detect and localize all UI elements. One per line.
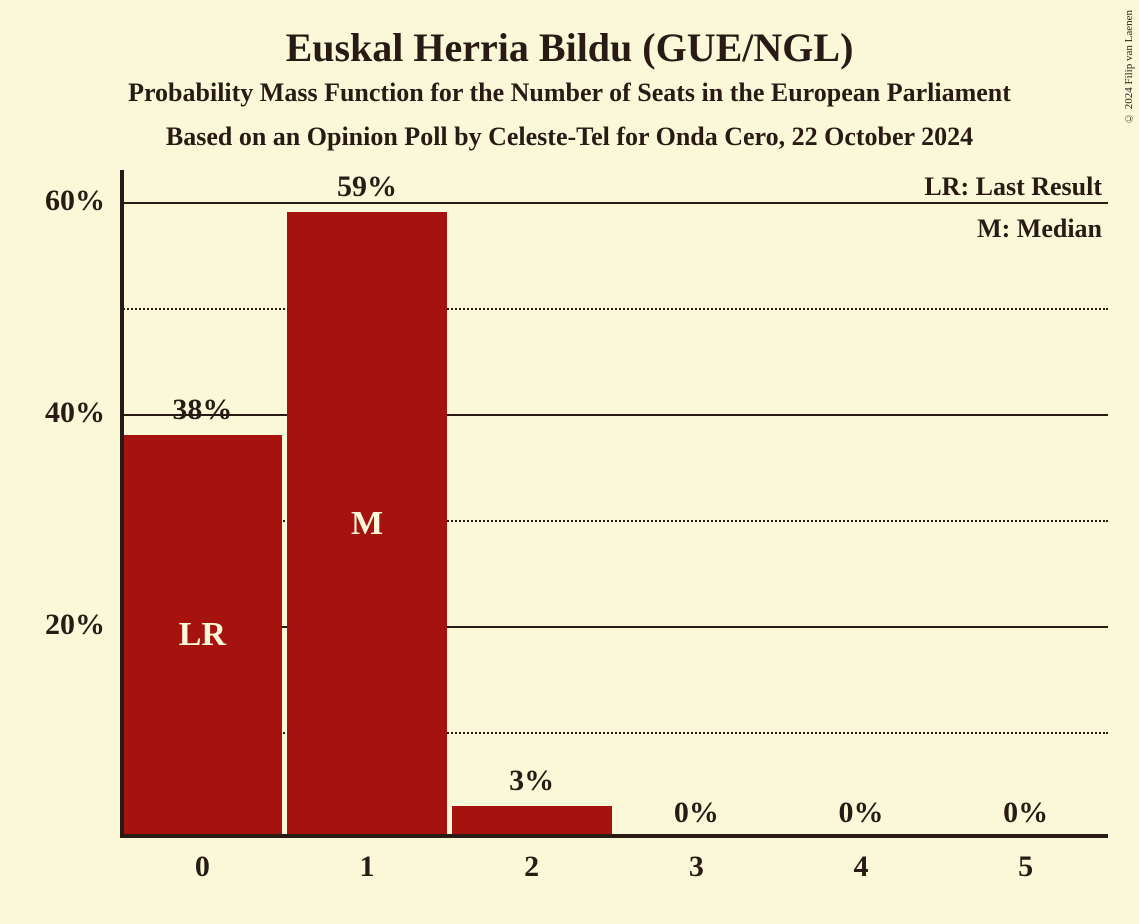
y-axis-tick-label: 60% — [20, 184, 105, 218]
chart-title: Euskal Herria Bildu (GUE/NGL) — [0, 24, 1139, 71]
bar — [452, 806, 612, 834]
bar-value-label: 3% — [452, 764, 612, 798]
bar-inner-label: M — [287, 505, 447, 543]
bar-value-label: 59% — [287, 170, 447, 204]
bar-value-label: 0% — [616, 796, 776, 830]
x-axis-tick-label: 3 — [616, 850, 776, 884]
x-axis-tick-label: 0 — [122, 850, 282, 884]
y-axis-tick-label: 20% — [20, 608, 105, 642]
gridline-major — [120, 202, 1108, 204]
y-axis-tick-label: 40% — [20, 396, 105, 430]
chart-subtitle-1: Probability Mass Function for the Number… — [0, 78, 1139, 108]
plot-area: 20%40%60%38%LR059%M13%20%30%40%5LR: Last… — [120, 170, 1108, 838]
bar-value-label: 0% — [946, 796, 1106, 830]
bar-inner-label: LR — [122, 616, 282, 654]
gridline-minor — [120, 308, 1108, 310]
legend-entry: M: Median — [977, 214, 1102, 244]
x-axis-line — [120, 834, 1108, 838]
x-axis-tick-label: 5 — [946, 850, 1106, 884]
bar-value-label: 0% — [781, 796, 941, 830]
legend-entry: LR: Last Result — [924, 172, 1102, 202]
chart-container: © 2024 Filip van Laenen Euskal Herria Bi… — [0, 0, 1139, 924]
x-axis-tick-label: 1 — [287, 850, 447, 884]
x-axis-tick-label: 2 — [452, 850, 612, 884]
bar-value-label: 38% — [122, 393, 282, 427]
x-axis-tick-label: 4 — [781, 850, 941, 884]
chart-subtitle-2: Based on an Opinion Poll by Celeste-Tel … — [0, 122, 1139, 152]
